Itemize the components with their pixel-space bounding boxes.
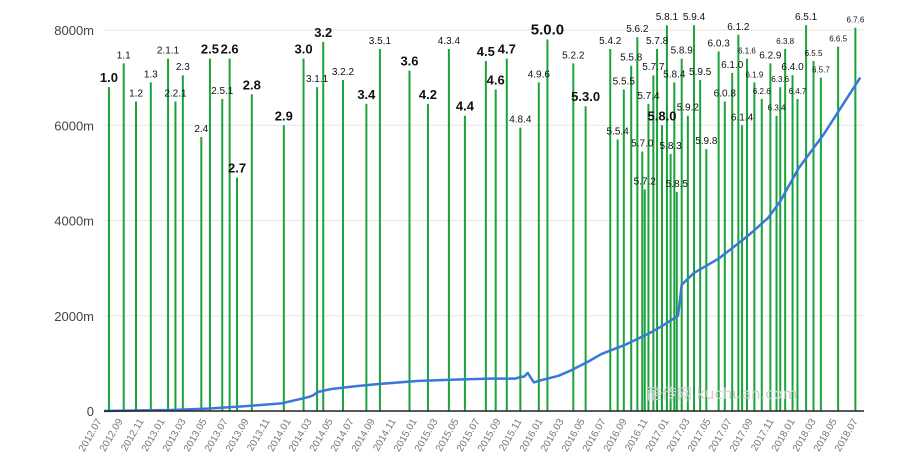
x-axis: 2012.072012.092012.112013.012013.032013.… [77, 417, 861, 454]
release-label: 5.5.5 [613, 77, 636, 88]
release-label: 2.4 [194, 124, 208, 135]
release-label: 6.3.8 [776, 37, 794, 46]
release-label: 4.3.4 [438, 36, 461, 47]
size-curve [103, 76, 862, 413]
release-label: 2.5.1 [211, 86, 234, 97]
release-label: 5.6.2 [626, 24, 649, 35]
release-label: 5.8.1 [656, 12, 679, 23]
release-label: 5.9.5 [689, 67, 712, 78]
y-axis: 0 2000m 4000m 6000m 8000m [54, 23, 94, 419]
release-label: 2.3 [176, 62, 190, 73]
release-labels: 1.0 1.1 1.21.3 2.1.1 2.2.1 2.3 2.4 2.5 2.5.1 2.6 2… [100, 12, 865, 190]
release-label: 5.8.5 [666, 179, 689, 190]
release-label: 6.7.6 [846, 16, 864, 25]
release-label: 6.5.7 [812, 66, 830, 75]
release-label: 6.6.5 [829, 35, 847, 44]
size-series-line [103, 76, 862, 413]
release-label: 6.4.7 [789, 87, 807, 96]
release-label: 5.4.2 [599, 36, 622, 47]
release-label: 5.5.4 [607, 127, 630, 138]
release-label: 6.5.5 [805, 49, 823, 58]
release-label: 5.9.8 [695, 136, 718, 147]
release-label: 5.2.2 [562, 50, 585, 61]
release-label: 6.1.0 [721, 60, 744, 71]
release-label: 4.7 [498, 42, 516, 57]
release-label: 6.2.6 [753, 87, 771, 96]
release-label: 5.7.4 [637, 91, 660, 102]
release-label: 5.9.2 [677, 103, 700, 114]
y-tick-label: 4000m [54, 214, 94, 229]
release-label: 6.3.4 [768, 104, 786, 113]
y-tick-label: 6000m [54, 118, 94, 133]
release-label: 5.8.0 [648, 108, 677, 123]
release-label: 3.0 [295, 42, 313, 57]
release-label: 5.5.8 [620, 53, 643, 64]
release-label: 1.2 [129, 88, 143, 99]
release-label: 5.8.9 [671, 46, 694, 57]
y-tick-label: 2000m [54, 309, 94, 324]
release-label: 3.6 [400, 53, 418, 68]
release-label: 5.8.3 [659, 141, 682, 152]
release-label: 2.6 [221, 42, 239, 57]
release-label: 6.4.0 [781, 62, 804, 73]
release-label: 3.2.2 [332, 67, 355, 78]
release-label: 6.5.1 [795, 12, 818, 23]
release-label: 4.6 [487, 73, 505, 88]
y-tick-label: 8000m [54, 23, 94, 38]
release-label: 5.7.2 [634, 177, 657, 188]
release-label: 1.3 [144, 69, 158, 80]
release-label: 4.4 [456, 99, 475, 114]
release-label: 5.7.7 [642, 62, 665, 73]
release-label: 3.2 [314, 25, 332, 40]
release-label: 6.3.6 [771, 75, 789, 84]
release-label: 4.9.6 [528, 69, 551, 80]
release-label: 5.7.0 [631, 138, 654, 149]
release-label: 6.1.2 [727, 22, 750, 33]
release-label: 6.1.9 [745, 70, 763, 79]
release-label: 3.5.1 [369, 36, 392, 47]
release-label: 1.0 [100, 70, 118, 85]
release-label: 4.8.4 [509, 115, 532, 126]
release-label: 5.3.0 [571, 89, 600, 104]
release-markers [107, 25, 857, 411]
watermark: 酷传网 kuchuan.com [647, 385, 797, 403]
release-label: 6.1.4 [731, 112, 754, 123]
release-label: 1.1 [117, 50, 131, 61]
release-label: 6.0.3 [708, 38, 731, 49]
release-label: 3.4 [357, 87, 376, 102]
grid-lines [104, 29, 864, 317]
release-label: 6.0.8 [714, 88, 737, 99]
release-label: 2.7 [228, 161, 246, 176]
release-label: 5.7.8 [646, 36, 669, 47]
release-label: 5.0.0 [531, 22, 564, 39]
release-label: 6.2.9 [759, 50, 782, 61]
release-label: 2.2.1 [164, 88, 187, 99]
release-label: 2.9 [275, 108, 293, 123]
release-label: 5.9.4 [683, 12, 706, 23]
release-label: 4.5 [477, 44, 495, 59]
release-label: 6.1.6 [738, 47, 756, 56]
release-label: 2.5 [201, 42, 219, 57]
release-label: 4.2 [419, 87, 437, 102]
release-label: 3.1.1 [306, 74, 329, 85]
y-tick-label: 0 [87, 404, 94, 419]
release-label: 5.8.4 [663, 69, 686, 80]
release-label: 2.1.1 [157, 46, 180, 57]
release-label: 2.8 [243, 77, 261, 92]
